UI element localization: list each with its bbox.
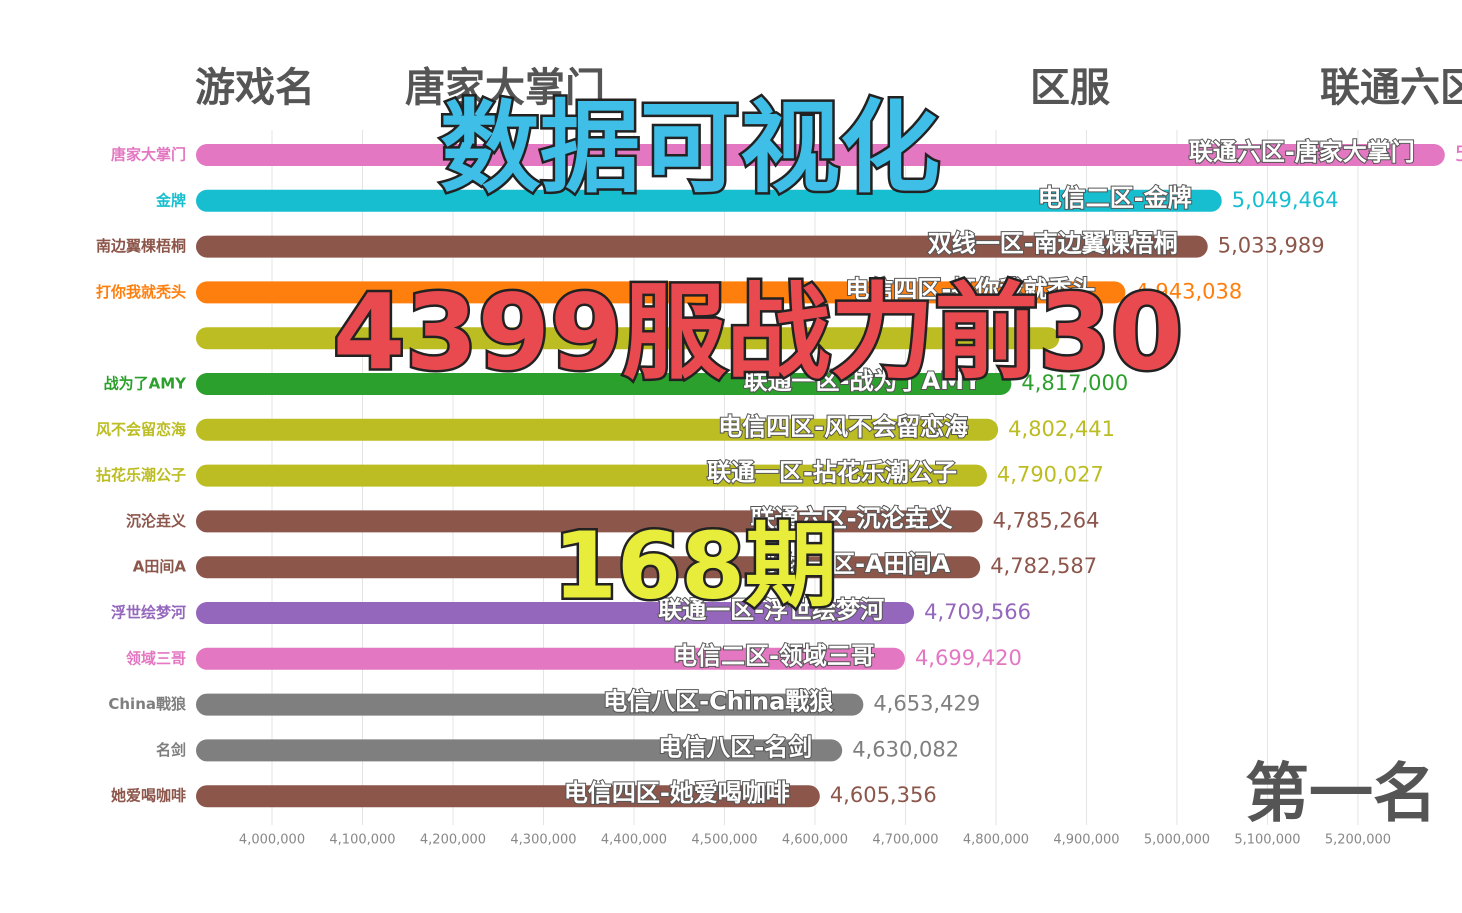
x-tick-label: 4,400,000 [601, 833, 667, 848]
bar [196, 556, 981, 579]
value-label: 5,296,000 [1455, 142, 1462, 166]
header-value: 联通六区 [1320, 65, 1462, 111]
bar-label: 联通一区-拈花乐潮公子 [707, 459, 957, 487]
x-tick-label: 4,000,000 [239, 833, 305, 848]
bar [196, 189, 1222, 212]
x-tick-label: 4,800,000 [963, 833, 1029, 848]
header-value: 唐家大掌门 [405, 65, 605, 111]
y-tick-label: 风不会留恋海 [96, 420, 186, 438]
bar [196, 602, 915, 624]
bar [196, 235, 1208, 258]
bar [196, 510, 983, 533]
value-label: 4,943,038 [1135, 279, 1242, 303]
bar [196, 281, 1126, 304]
header-label: 区服 [1030, 65, 1110, 111]
y-tick-label: A田间A [133, 558, 187, 576]
bar-label: 联通六区-唐家大掌门 [1189, 138, 1415, 166]
value-label: 4,802,441 [1008, 417, 1115, 441]
value-label: 5,033,989 [1218, 234, 1325, 258]
bar-label: 电信二区-金牌 [1038, 184, 1192, 212]
bar-label: 双线一区-A田间A [759, 550, 951, 578]
overlay-title: 数据可视化 [440, 89, 940, 206]
bar [196, 693, 864, 716]
bar [196, 785, 820, 808]
value-label: 5,049,464 [1232, 188, 1339, 212]
y-tick-label: 唐家大掌门 [111, 146, 186, 164]
y-tick-label: 她爱喝咖啡 [111, 787, 186, 805]
header-label: 游戏名 [195, 65, 315, 111]
bar-label: 联通六区-沉沦垚义 [751, 504, 953, 532]
x-tick-label: 4,200,000 [420, 833, 486, 848]
bar [196, 373, 1012, 395]
x-tick-label: 4,700,000 [872, 833, 938, 848]
y-tick-label: 打你我就秃头 [96, 283, 186, 301]
value-label: 4,785,264 [993, 508, 1100, 532]
bar [196, 327, 1060, 350]
y-tick-label: 领域三哥 [125, 649, 186, 667]
y-tick-label: 金牌 [155, 191, 186, 209]
bar-label: 电信八区-China戰狼 [603, 688, 833, 716]
x-tick-label: 4,600,000 [782, 833, 848, 848]
value-label: 4,653,429 [873, 692, 980, 716]
bar-label: 电信四区-她爱喝咖啡 [564, 779, 790, 807]
value-label: 4,782,587 [990, 554, 1097, 578]
value-label: 4,709,566 [924, 600, 1031, 624]
value-label: 4,630,082 [852, 737, 959, 761]
y-tick-label: 南边翼棵梧桐 [96, 237, 186, 255]
bar-label: 双线一区-南边翼棵梧桐 [928, 230, 1178, 258]
bar [196, 144, 1445, 166]
y-tick-label: 沉沦垚义 [126, 512, 186, 530]
overlay-title: 4399服战力前30 [333, 271, 1183, 393]
bars: 唐家大掌门 联通六区-唐家大掌门 5,296,000 金牌 电信二区-金牌 5,049,4… [96, 137, 1462, 808]
bar-label: 电信八区-名剑 [658, 733, 812, 761]
bar [196, 739, 843, 762]
bar-label: 电信四区-打你我就秃头 [845, 275, 1095, 303]
y-tick-label: China戰狼 [108, 695, 187, 713]
x-tick-label: 4,300,000 [510, 833, 576, 848]
bar-label: 联通一区-浮世绘梦河 [658, 596, 884, 624]
rank-label: 第一名 [1245, 758, 1437, 832]
value-label: 4,817,000 [1021, 371, 1128, 395]
y-tick-label: 名剑 [156, 741, 186, 759]
value-label: 4,699,420 [915, 646, 1022, 670]
value-label: 4,790,027 [997, 463, 1104, 487]
y-tick-label: 浮世绘梦河 [111, 604, 186, 622]
x-tick-label: 4,900,000 [1053, 833, 1119, 848]
y-tick-label: 战为了AMY [104, 375, 188, 393]
x-tick-label: 4,500,000 [691, 833, 757, 848]
y-tick-label: 拈花乐潮公子 [96, 466, 186, 484]
x-tick-label: 4,100,000 [329, 833, 395, 848]
value-label: 4,605,356 [830, 783, 937, 807]
x-tick-label: 5,200,000 [1325, 833, 1391, 848]
x-tick-label: 5,100,000 [1234, 833, 1300, 848]
bar [196, 647, 905, 670]
bar-label: 联通一区-战为了AMY [744, 367, 982, 395]
overlay-title: 168期 [553, 512, 837, 619]
bar-label: 电信四区-风不会留恋海 [718, 413, 968, 441]
bar-label: 电信二区-领域三哥 [673, 642, 875, 670]
bar [196, 464, 987, 487]
x-tick-label: 5,000,000 [1144, 833, 1210, 848]
bar [196, 418, 999, 441]
